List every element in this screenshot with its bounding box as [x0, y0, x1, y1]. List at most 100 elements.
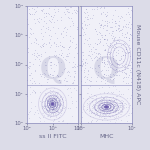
Point: [120, 15, 122, 17]
Point: [113, 38, 116, 40]
Point: [130, 81, 133, 83]
Point: [125, 115, 127, 118]
Point: [56, 100, 58, 103]
Point: [101, 98, 103, 100]
Point: [49, 92, 51, 94]
Point: [99, 114, 101, 117]
Point: [56, 97, 58, 99]
Point: [88, 100, 91, 103]
Point: [94, 111, 97, 113]
Point: [56, 96, 58, 99]
Point: [54, 32, 56, 35]
Point: [101, 100, 104, 102]
Point: [106, 107, 108, 110]
Point: [55, 98, 57, 101]
Point: [64, 6, 66, 8]
Point: [61, 98, 63, 100]
Point: [103, 73, 105, 75]
Point: [43, 76, 45, 79]
Point: [46, 102, 49, 105]
Point: [125, 45, 128, 48]
Point: [111, 43, 113, 46]
Point: [85, 27, 87, 29]
Point: [75, 89, 77, 91]
Point: [45, 96, 47, 99]
Point: [119, 106, 121, 108]
Point: [37, 20, 40, 22]
Point: [51, 74, 53, 76]
Point: [56, 105, 58, 107]
Point: [126, 31, 128, 33]
Point: [56, 101, 58, 103]
Point: [50, 103, 52, 105]
Point: [44, 60, 46, 63]
Point: [111, 102, 113, 105]
Point: [74, 70, 77, 73]
Point: [53, 111, 55, 113]
Point: [54, 94, 57, 96]
Point: [117, 49, 119, 51]
Point: [54, 102, 56, 105]
Point: [51, 76, 54, 79]
Point: [101, 112, 104, 115]
Point: [101, 110, 103, 112]
Point: [94, 42, 97, 44]
Point: [101, 97, 104, 99]
Point: [53, 105, 56, 107]
Point: [88, 55, 91, 58]
Point: [105, 106, 107, 108]
Point: [48, 100, 50, 102]
Point: [109, 102, 111, 104]
Point: [107, 100, 109, 102]
Point: [82, 108, 84, 110]
Point: [85, 58, 88, 60]
Point: [42, 45, 44, 47]
Point: [33, 80, 35, 83]
Point: [101, 103, 103, 106]
Point: [49, 101, 52, 104]
Point: [65, 59, 68, 61]
Point: [116, 62, 118, 64]
Point: [117, 27, 119, 30]
Point: [57, 75, 59, 77]
Point: [48, 101, 51, 103]
Point: [44, 110, 47, 112]
Point: [116, 109, 119, 111]
Point: [102, 104, 105, 106]
Point: [64, 30, 67, 33]
Point: [82, 57, 84, 60]
Point: [102, 6, 105, 8]
Point: [101, 69, 103, 71]
Point: [47, 100, 49, 103]
Point: [55, 92, 58, 94]
Point: [95, 100, 97, 102]
Point: [52, 92, 54, 94]
Point: [82, 34, 84, 36]
Point: [120, 109, 122, 111]
Point: [48, 102, 51, 104]
Point: [49, 102, 51, 105]
Point: [50, 112, 52, 114]
Point: [95, 76, 98, 78]
Point: [59, 102, 62, 104]
Point: [42, 44, 44, 47]
Point: [49, 99, 52, 101]
Point: [96, 103, 99, 105]
Point: [45, 93, 48, 95]
Point: [52, 96, 54, 99]
Point: [67, 87, 70, 90]
Point: [42, 20, 45, 22]
Point: [125, 110, 128, 112]
Point: [57, 104, 59, 106]
Point: [106, 102, 108, 104]
Point: [105, 102, 107, 105]
Point: [34, 91, 36, 94]
Point: [50, 103, 52, 106]
Point: [53, 69, 55, 72]
Point: [31, 53, 34, 55]
Point: [48, 109, 51, 112]
Point: [53, 104, 55, 107]
Point: [95, 111, 98, 114]
Point: [113, 99, 115, 101]
Point: [105, 94, 108, 97]
